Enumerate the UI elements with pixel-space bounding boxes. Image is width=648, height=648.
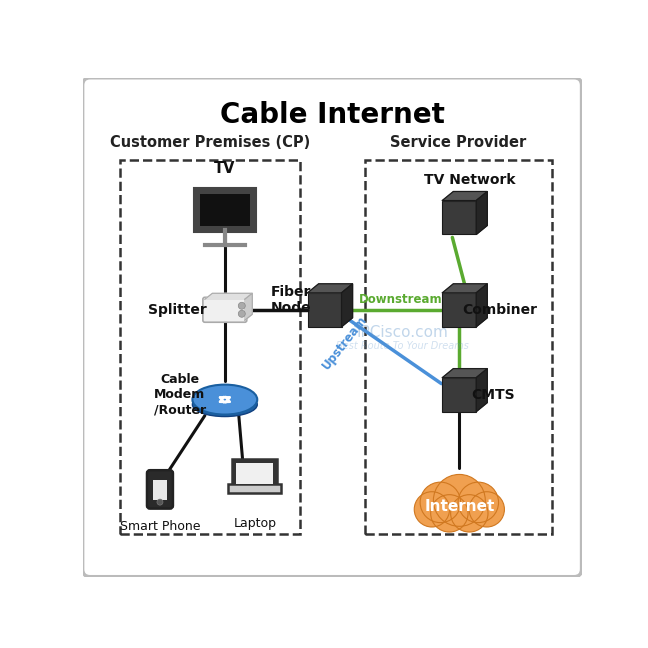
Bar: [443, 293, 476, 327]
Bar: [365, 160, 551, 535]
Ellipse shape: [192, 385, 257, 415]
Circle shape: [238, 302, 246, 309]
Text: Combiner: Combiner: [462, 303, 537, 317]
Text: Downstream: Downstream: [358, 294, 442, 307]
Bar: [308, 293, 341, 327]
FancyBboxPatch shape: [228, 485, 281, 493]
Polygon shape: [443, 284, 487, 293]
Circle shape: [458, 482, 498, 523]
Circle shape: [420, 482, 461, 523]
Polygon shape: [443, 192, 487, 200]
Text: Cable
Modem
/Router: Cable Modem /Router: [154, 373, 206, 416]
Text: IPCisco.com: IPCisco.com: [356, 325, 448, 340]
Circle shape: [238, 310, 246, 318]
Text: Cable Internet: Cable Internet: [220, 101, 445, 129]
FancyBboxPatch shape: [194, 188, 255, 232]
Polygon shape: [245, 294, 252, 320]
Bar: [236, 463, 273, 484]
Polygon shape: [476, 192, 487, 235]
Text: Laptop: Laptop: [233, 517, 276, 530]
Text: TV: TV: [214, 161, 236, 176]
Text: Upstream: Upstream: [319, 313, 369, 372]
Circle shape: [414, 492, 450, 527]
FancyBboxPatch shape: [147, 470, 173, 509]
Bar: [153, 480, 167, 500]
Bar: [443, 200, 476, 235]
Text: Internet: Internet: [424, 500, 494, 515]
Text: CMTS: CMTS: [472, 388, 515, 402]
Circle shape: [431, 494, 468, 532]
Bar: [200, 194, 249, 226]
Polygon shape: [205, 294, 252, 299]
Polygon shape: [443, 369, 487, 378]
FancyBboxPatch shape: [83, 78, 581, 577]
Circle shape: [157, 499, 163, 505]
Polygon shape: [476, 284, 487, 327]
Bar: [443, 378, 476, 411]
Text: Splitter: Splitter: [148, 303, 207, 317]
Circle shape: [469, 492, 504, 527]
Bar: [120, 160, 299, 535]
Polygon shape: [341, 284, 353, 327]
Text: TV Network: TV Network: [424, 172, 515, 187]
Polygon shape: [308, 284, 353, 293]
Text: Best Route To Your Dreams: Best Route To Your Dreams: [336, 341, 469, 351]
Text: Smart Phone: Smart Phone: [120, 520, 200, 533]
Text: Customer Premises (CP): Customer Premises (CP): [110, 135, 310, 150]
FancyBboxPatch shape: [232, 459, 277, 488]
Circle shape: [450, 494, 488, 532]
Circle shape: [434, 474, 485, 526]
Polygon shape: [476, 369, 487, 411]
FancyBboxPatch shape: [203, 297, 247, 322]
Text: Service Provider: Service Provider: [389, 135, 526, 150]
Ellipse shape: [192, 393, 257, 417]
Text: Fiber
Node: Fiber Node: [270, 284, 311, 315]
